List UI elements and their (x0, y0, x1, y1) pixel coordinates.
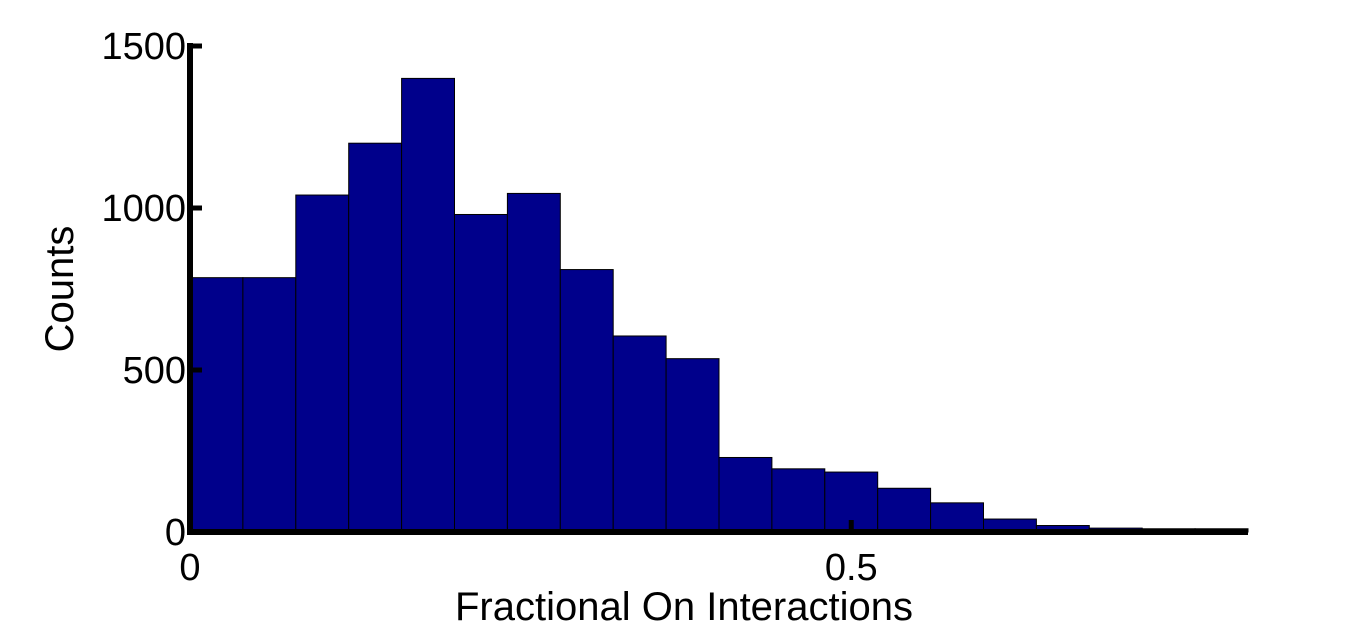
histogram-bar (665, 358, 720, 533)
y-axis-ticks: 0 500 1000 1500 (101, 26, 202, 554)
histogram-bar (718, 456, 773, 533)
y-tick-label: 500 (123, 350, 186, 392)
histogram-bar (348, 142, 403, 533)
histogram-bar (612, 335, 667, 533)
histogram-bar (454, 213, 508, 533)
histogram-bar (559, 269, 614, 533)
x-axis-ticks: 0 0.5 (179, 520, 878, 589)
histogram-bar (506, 192, 561, 533)
x-tick-label: 0.5 (825, 547, 878, 589)
y-tick-label: 1000 (101, 188, 186, 230)
y-tick-label: 1500 (101, 26, 186, 68)
histogram-bar (401, 77, 456, 533)
y-tick-label: 0 (165, 512, 186, 554)
histogram-bar (295, 194, 350, 533)
x-tick-label: 0 (179, 547, 200, 589)
histogram-bar (242, 277, 297, 533)
histogram-bars (189, 77, 1249, 533)
histogram-bar (771, 468, 826, 533)
histogram-bar (877, 487, 932, 533)
histogram-bar (189, 277, 244, 533)
x-axis-label: Fractional On Interactions (455, 585, 913, 628)
histogram-bar (930, 502, 984, 533)
y-axis-label: Counts (38, 226, 82, 353)
